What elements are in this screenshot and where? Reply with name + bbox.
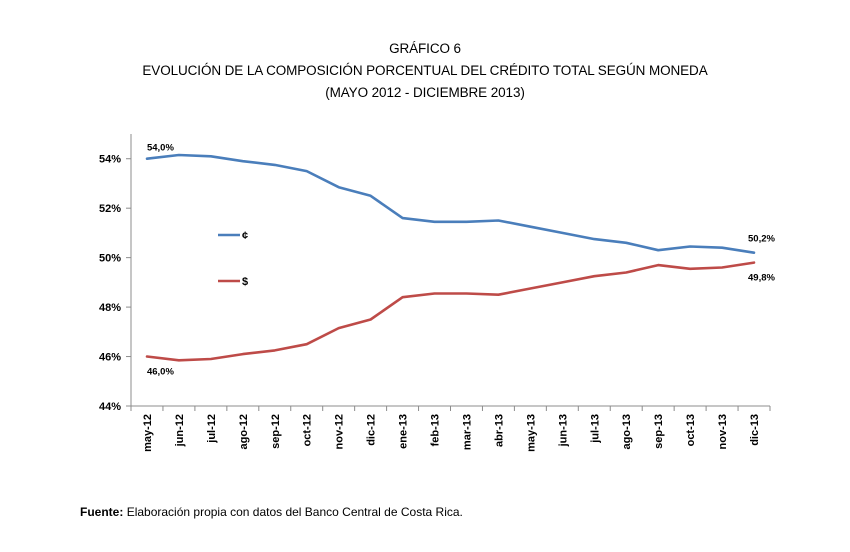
- y-tick-label: 50%: [99, 253, 121, 265]
- axes: 44% 46% 48% 50% 52% 54% may-12 jun-12 jul-12 ago-…: [99, 134, 771, 452]
- data-label: 54,0%: [147, 143, 174, 154]
- series-line-dolares: [145, 261, 756, 362]
- x-tick-label: oct-12: [302, 414, 314, 446]
- chart-title: GRÁFICO 6: [389, 41, 461, 56]
- y-tick-label: 52%: [99, 203, 121, 215]
- x-tick-label: jul-12: [206, 414, 218, 444]
- data-labels: 54,0% 46,0% 50,2% 49,8%: [147, 143, 776, 378]
- x-tick-label: mar-13: [461, 414, 473, 450]
- x-tick-label: sep-13: [653, 414, 665, 449]
- x-tick-label: abr-13: [493, 414, 505, 447]
- x-tick-label: jul-13: [589, 414, 601, 444]
- series-lines: [145, 153, 756, 362]
- x-tick-label: ago-13: [621, 414, 633, 449]
- x-tick-label: ene-13: [398, 414, 410, 449]
- x-tick-label: dic-12: [366, 414, 378, 446]
- source-label: Fuente:: [80, 505, 124, 519]
- chart-period: (MAYO 2012 - DICIEMBRE 2013): [325, 85, 525, 100]
- y-tick-label: 46%: [99, 352, 121, 364]
- x-tick-label: feb-13: [430, 414, 442, 446]
- x-tick-label: jun-12: [174, 414, 186, 447]
- x-tick-label: nov-12: [334, 414, 346, 449]
- y-tick-label: 48%: [99, 302, 121, 314]
- chart-subtitle: EVOLUCIÓN DE LA COMPOSICIÓN PORCENTUAL D…: [142, 63, 708, 78]
- legend: ¢$: [218, 230, 248, 288]
- source-note: Fuente: Elaboración propia con datos del…: [80, 505, 463, 519]
- data-label: 49,8%: [748, 273, 775, 284]
- legend-label-dolares: $: [242, 276, 248, 288]
- x-tick-label: oct-13: [685, 414, 697, 446]
- legend-label-colones: ¢: [242, 230, 248, 242]
- x-tick-label: nov-13: [717, 414, 729, 449]
- data-label: 50,2%: [748, 234, 775, 245]
- chart-title-block: GRÁFICO 6 EVOLUCIÓN DE LA COMPOSICIÓN PO…: [0, 38, 850, 104]
- x-tick-label: jun-13: [557, 414, 569, 447]
- y-tick-label: 54%: [99, 154, 121, 166]
- x-tick-label: ago-12: [238, 414, 250, 449]
- series-line-colones: [145, 153, 756, 254]
- data-label: 46,0%: [147, 367, 174, 378]
- x-tick-label: may-12: [142, 414, 154, 452]
- x-tick-label: sep-12: [270, 414, 282, 449]
- x-tick-label: dic-13: [749, 414, 761, 446]
- y-tick-label: 44%: [99, 401, 121, 413]
- x-tick-label: may-13: [525, 414, 537, 452]
- source-text: Elaboración propia con datos del Banco C…: [126, 505, 463, 519]
